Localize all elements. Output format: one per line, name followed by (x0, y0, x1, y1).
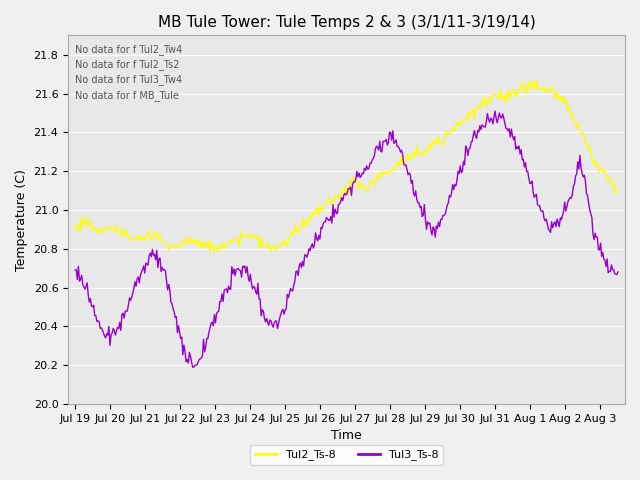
Title: MB Tule Tower: Tule Temps 2 & 3 (3/1/11-3/19/14): MB Tule Tower: Tule Temps 2 & 3 (3/1/11-… (157, 15, 536, 30)
Text: No data for f Tul2_Ts2: No data for f Tul2_Ts2 (75, 59, 180, 70)
X-axis label: Time: Time (332, 429, 362, 442)
Y-axis label: Temperature (C): Temperature (C) (15, 169, 28, 271)
Text: No data for f Tul3_Tw4: No data for f Tul3_Tw4 (75, 74, 182, 85)
Text: No data for f Tul2_Tw4: No data for f Tul2_Tw4 (75, 44, 182, 55)
Legend: Tul2_Ts-8, Tul3_Ts-8: Tul2_Ts-8, Tul3_Ts-8 (250, 445, 443, 465)
Text: No data for f MB_Tule: No data for f MB_Tule (75, 90, 179, 101)
